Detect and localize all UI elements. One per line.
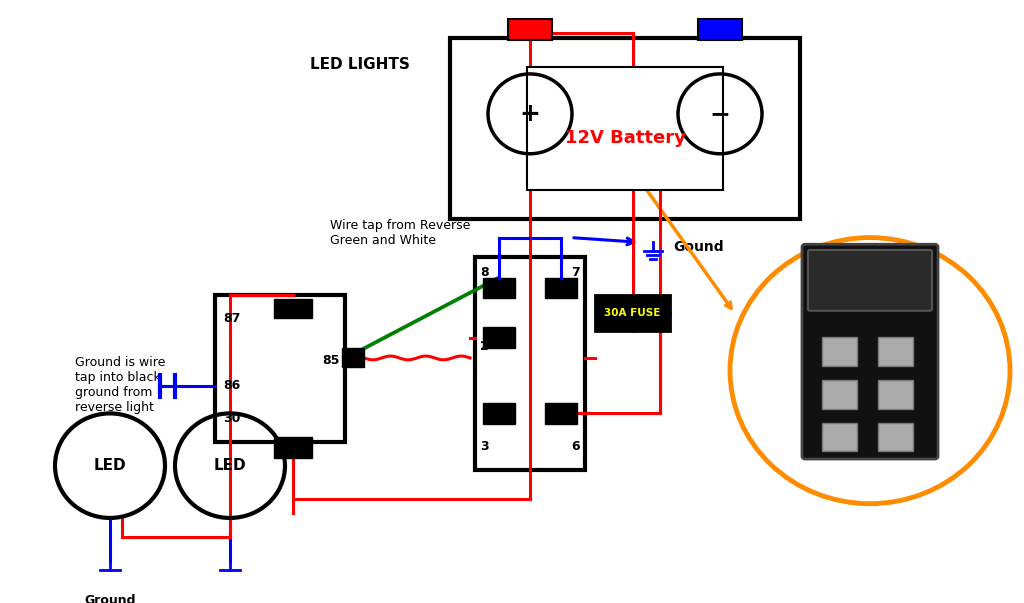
Bar [483, 403, 515, 424]
Bar [878, 337, 913, 366]
Text: 8: 8 [480, 266, 488, 279]
Bar [878, 423, 913, 452]
Text: Ground: Ground [84, 594, 136, 603]
Text: 3: 3 [480, 440, 488, 453]
Bar [450, 38, 800, 218]
Text: 86: 86 [223, 379, 241, 393]
Bar [508, 19, 552, 40]
Text: Wire tap from Reverse
Green and White: Wire tap from Reverse Green and White [330, 218, 470, 247]
Text: 30: 30 [223, 412, 241, 425]
Bar [527, 66, 723, 190]
Text: −: − [710, 102, 730, 126]
Text: 6: 6 [571, 440, 580, 453]
Bar [215, 295, 345, 442]
Text: Gound: Gound [673, 240, 724, 254]
Bar [274, 437, 312, 458]
Bar [274, 299, 312, 318]
Text: Ground is wire
tap into black
ground from
reverse light: Ground is wire tap into black ground fro… [75, 356, 165, 414]
Bar [483, 327, 515, 349]
Text: +: + [519, 102, 541, 126]
FancyBboxPatch shape [808, 250, 932, 311]
Bar [595, 295, 670, 330]
Bar [545, 403, 577, 424]
Text: LED: LED [214, 458, 247, 473]
Bar [698, 19, 742, 40]
FancyBboxPatch shape [802, 244, 938, 459]
Bar [483, 277, 515, 298]
Bar [822, 423, 857, 452]
Bar [822, 380, 857, 409]
Bar [545, 277, 577, 298]
Text: LED LIGHTS: LED LIGHTS [310, 57, 410, 72]
Text: 7: 7 [571, 266, 580, 279]
Bar [822, 337, 857, 366]
Text: LED: LED [93, 458, 126, 473]
Bar [878, 380, 913, 409]
Text: 87: 87 [223, 312, 241, 324]
Text: 85: 85 [323, 355, 340, 367]
Text: 2: 2 [480, 340, 488, 353]
Text: 12V Battery: 12V Battery [564, 129, 685, 147]
Text: 30A FUSE: 30A FUSE [604, 308, 660, 318]
Bar [342, 349, 364, 367]
Bar [475, 257, 585, 470]
